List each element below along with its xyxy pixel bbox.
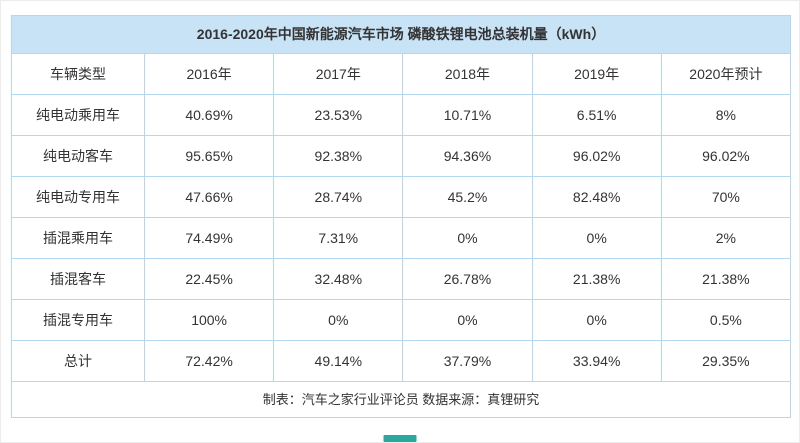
column-header-year: 2019年 (531, 53, 662, 95)
cell-value: 49.14% (273, 340, 404, 382)
row-label: 总计 (11, 340, 145, 382)
cell-value: 8% (660, 94, 792, 136)
column-header-year: 2016年 (143, 53, 275, 95)
table-title: 2016-2020年中国新能源汽车市场 磷酸铁锂电池总装机量（kWh） (11, 15, 791, 54)
cell-value: 45.2% (402, 176, 533, 218)
cell-value: 0% (531, 217, 662, 259)
cell-value: 29.35% (660, 340, 792, 382)
data-table-grid: 车辆类型 2016年 2017年 2018年 2019年 2020年预计 纯电动乘用车 40… (11, 53, 792, 382)
cell-value: 0% (531, 299, 662, 341)
header-row: 车辆类型 2016年 2017年 2018年 2019年 2020年预计 (11, 53, 792, 95)
row-label: 插混客车 (11, 258, 145, 300)
table-footer: 制表：汽车之家行业评论员 数据来源：真锂研究 (11, 382, 791, 418)
cell-value: 0.5% (660, 299, 792, 341)
bottom-accent-bar (383, 435, 417, 442)
cell-value: 0% (273, 299, 404, 341)
cell-value: 26.78% (402, 258, 533, 300)
row-label: 插混专用车 (11, 299, 145, 341)
row-label: 纯电动专用车 (11, 176, 145, 218)
row-label: 纯电动客车 (11, 135, 145, 177)
cell-value: 47.66% (143, 176, 275, 218)
column-header-year: 2018年 (402, 53, 533, 95)
cell-value: 32.48% (273, 258, 404, 300)
column-header-year: 2020年预计 (660, 53, 792, 95)
row-label: 插混乘用车 (11, 217, 145, 259)
cell-value: 6.51% (531, 94, 662, 136)
cell-value: 74.49% (143, 217, 275, 259)
cell-value: 96.02% (531, 135, 662, 177)
cell-value: 72.42% (143, 340, 275, 382)
cell-value: 2% (660, 217, 792, 259)
row-label: 纯电动乘用车 (11, 94, 145, 136)
column-header-type: 车辆类型 (11, 53, 145, 95)
table-row: 纯电动专用车 47.66% 28.74% 45.2% 82.48% 70% (11, 176, 792, 218)
cell-value: 37.79% (402, 340, 533, 382)
cell-value: 70% (660, 176, 792, 218)
cell-value: 33.94% (531, 340, 662, 382)
cell-value: 100% (143, 299, 275, 341)
table-row: 插混客车 22.45% 32.48% 26.78% 21.38% 21.38% (11, 258, 792, 300)
cell-value: 92.38% (273, 135, 404, 177)
table-row: 纯电动客车 95.65% 92.38% 94.36% 96.02% 96.02% (11, 135, 792, 177)
table-row: 插混乘用车 74.49% 7.31% 0% 0% 2% (11, 217, 792, 259)
table-row: 插混专用车 100% 0% 0% 0% 0.5% (11, 299, 792, 341)
cell-value: 23.53% (273, 94, 404, 136)
cell-value: 95.65% (143, 135, 275, 177)
data-table: 2016-2020年中国新能源汽车市场 磷酸铁锂电池总装机量（kWh） 车辆类型… (11, 15, 792, 418)
cell-value: 22.45% (143, 258, 275, 300)
cell-value: 94.36% (402, 135, 533, 177)
cell-value: 21.38% (660, 258, 792, 300)
cell-value: 0% (402, 299, 533, 341)
cell-value: 10.71% (402, 94, 533, 136)
cell-value: 96.02% (660, 135, 792, 177)
table-row: 纯电动乘用车 40.69% 23.53% 10.71% 6.51% 8% (11, 94, 792, 136)
cell-value: 40.69% (143, 94, 275, 136)
cell-value: 21.38% (531, 258, 662, 300)
cell-value: 7.31% (273, 217, 404, 259)
table-row: 总计 72.42% 49.14% 37.79% 33.94% 29.35% (11, 340, 792, 382)
cell-value: 82.48% (531, 176, 662, 218)
column-header-year: 2017年 (273, 53, 404, 95)
cell-value: 0% (402, 217, 533, 259)
cell-value: 28.74% (273, 176, 404, 218)
